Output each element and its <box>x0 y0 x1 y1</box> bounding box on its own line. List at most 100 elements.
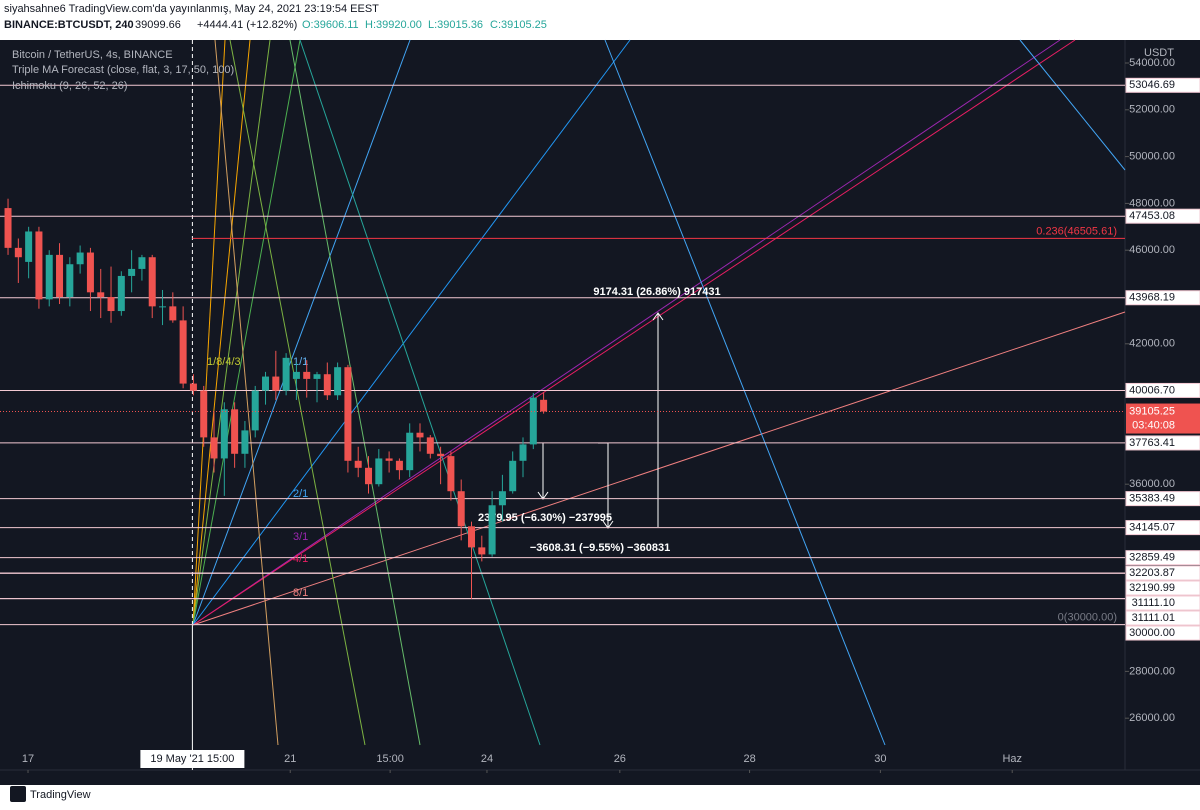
header-high: H:39920.00 <box>365 19 422 31</box>
candle-body <box>498 491 506 506</box>
legend-row: Triple MA Forecast (close, flat, 3, 17, … <box>12 64 234 76</box>
footer-brand: TradingView <box>30 789 91 801</box>
candle-body <box>457 491 465 527</box>
level-label: 40006.70 <box>1129 384 1175 396</box>
measure-label: 9174.31 (26.86%) 917431 <box>593 286 720 298</box>
candle-body <box>25 231 33 262</box>
candle-body <box>76 252 84 265</box>
level-label: 34145.07 <box>1129 522 1175 534</box>
y-tick-label: 28000.00 <box>1129 665 1175 677</box>
y-tick-label: 46000.00 <box>1129 244 1175 256</box>
x-tick-label: 17 <box>22 753 34 765</box>
fan-label: 1/8/4/3 <box>207 356 241 368</box>
level-label: 32203.87 <box>1129 567 1175 579</box>
header-close: C:39105.25 <box>490 19 547 31</box>
candle-body <box>148 257 156 307</box>
level-label-bg <box>1125 435 1200 451</box>
y-tick-label: 26000.00 <box>1129 712 1175 724</box>
candle-body <box>86 252 94 293</box>
level-label: 32190.99 <box>1129 582 1175 594</box>
arrow-head <box>652 312 664 321</box>
candle-body <box>169 306 177 321</box>
gann-line <box>214 39 279 746</box>
candle-body <box>354 460 362 468</box>
candle-body <box>97 292 105 297</box>
candle-body <box>200 390 208 438</box>
candle-body <box>45 254 53 300</box>
level-label: 37763.41 <box>1129 437 1175 449</box>
candle-body <box>365 467 373 485</box>
candle-body <box>56 254 64 297</box>
candle-body <box>262 376 270 391</box>
crosshair-label: 19 May '21 15:00 <box>150 753 234 765</box>
level-label-bg <box>1125 208 1200 224</box>
level-label: 30000.00 <box>1129 627 1175 639</box>
legend-row: Bitcoin / TetherUS, 4s, BINANCE <box>12 49 173 61</box>
x-tick-label: Haz <box>1002 753 1022 765</box>
candle-body <box>303 371 311 379</box>
fan-label: 1/1 <box>293 356 308 368</box>
candle-body <box>488 505 496 555</box>
candle-body <box>426 437 434 454</box>
gann-line <box>299 39 541 746</box>
candles <box>4 198 548 599</box>
candle-body <box>447 456 455 492</box>
fan-label: 3/1 <box>293 531 308 543</box>
candle-body <box>4 208 12 248</box>
level-label-bg <box>1125 565 1200 581</box>
price-axis-title: USDT <box>1144 47 1174 59</box>
x-tick-label: 21 <box>284 753 296 765</box>
x-tick-label: 30 <box>874 753 886 765</box>
x-tick-label: 28 <box>743 753 755 765</box>
candle-body <box>159 306 167 308</box>
level-label-bg <box>1125 520 1200 536</box>
gann-line <box>229 39 366 746</box>
level-label-bg <box>1125 595 1200 611</box>
header-line1: siyahsahne6 TradingView.com'da yayınlanm… <box>4 3 379 15</box>
candle-body <box>406 432 414 471</box>
drawings <box>0 39 1126 770</box>
fan-label: 2/1 <box>293 488 308 500</box>
level-label-bg <box>1125 491 1200 507</box>
candle-body <box>14 247 22 258</box>
countdown-label: 03:40:08 <box>1132 419 1175 431</box>
header-ohlc: O:39606.11 H:39920.00 L:39015.36 C:39105… <box>302 19 547 31</box>
candle-body <box>117 275 125 312</box>
candle-body <box>416 432 424 438</box>
candle-body <box>179 320 187 384</box>
candle-body <box>272 376 280 391</box>
y-tick-label: 42000.00 <box>1129 338 1175 350</box>
gann-line <box>1019 39 1126 171</box>
header-change: +4444.41 (+12.82%) <box>197 19 297 31</box>
fib-zero-label: 0(30000.00) <box>1058 612 1117 624</box>
header-symbol: BINANCE:BTCUSDT, 240 <box>4 19 134 31</box>
level-label: 35383.49 <box>1129 493 1175 505</box>
measurements: 9174.31 (26.86%) 917431 2379.95 (−6.30%)… <box>478 286 721 554</box>
level-label-bg <box>1125 382 1200 398</box>
fan-labels: 1/8/4/3 1/1 2/1 3/1 4/1 8/1 <box>207 356 308 599</box>
candle-body <box>251 390 259 431</box>
candle-body <box>189 383 197 391</box>
x-tick-label: 24 <box>481 753 493 765</box>
header-open: O:39606.11 <box>302 19 359 31</box>
y-tick-label: 52000.00 <box>1129 104 1175 116</box>
candle-body <box>468 526 476 548</box>
candle-body <box>138 257 146 269</box>
header-last: 39099.66 <box>135 19 181 31</box>
fib-label: 0.236(46505.61) <box>1036 225 1117 237</box>
level-label-bg <box>1125 625 1200 641</box>
candle-body <box>35 231 43 300</box>
candle-body <box>385 458 393 461</box>
candle-body <box>509 460 517 492</box>
candle-body <box>313 374 321 379</box>
candle-body <box>529 397 537 445</box>
candle-body <box>282 357 290 391</box>
candle-body <box>128 268 136 276</box>
level-label: 32859.49 <box>1129 552 1175 564</box>
crosshair-label-bg <box>140 750 245 768</box>
candle-body <box>344 367 352 461</box>
level-label: 43968.19 <box>1129 292 1175 304</box>
last-price-label: 39105.25 <box>1129 405 1175 417</box>
level-label: 31111.10 <box>1132 597 1175 609</box>
